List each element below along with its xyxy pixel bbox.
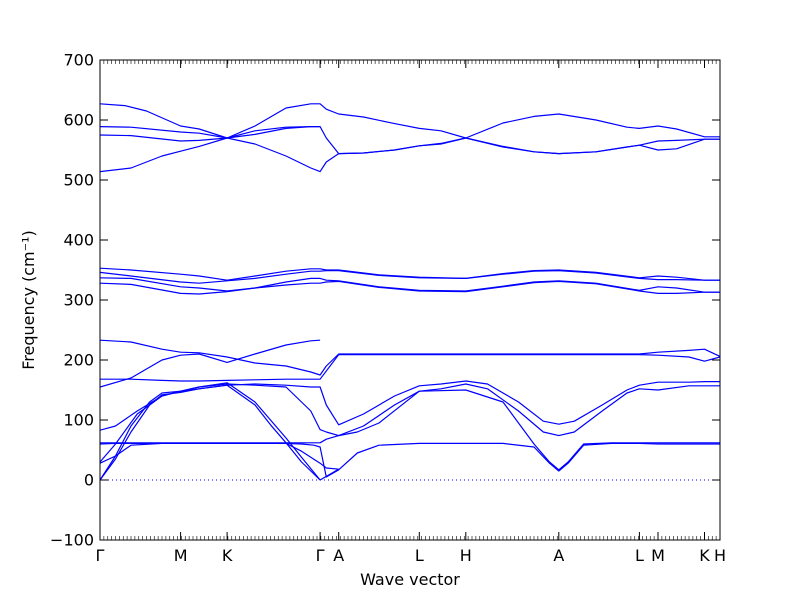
x-tick-label: M (174, 546, 188, 565)
plot-frame (99, 59, 721, 541)
y-axis-label: Frequency (cm⁻¹) (19, 230, 38, 369)
y-ticks: −100 0 100 200 300 400 500 600 700 (50, 51, 720, 550)
phonon-branch-16 (100, 389, 720, 471)
phonon-branch-8 (100, 280, 720, 295)
phonon-branch-19 (319, 468, 340, 481)
phonon-branch-1 (100, 103, 720, 139)
phonon-branch-9 (100, 339, 720, 376)
phonon-branch-10 (100, 339, 321, 388)
phonon-branch-6 (100, 270, 720, 284)
y-tick-label: 200 (63, 351, 94, 370)
x-tick-label: H (460, 546, 472, 565)
phonon-branch-13 (100, 383, 720, 463)
y-tick-label: −100 (50, 531, 94, 550)
x-tick-label: A (553, 546, 564, 565)
y-tick-label: 300 (63, 291, 94, 310)
phonon-branch-14 (100, 382, 321, 481)
x-tick-label: Γ (96, 546, 105, 565)
x-tick-label: L (635, 546, 644, 565)
y-tick-label: 400 (63, 231, 94, 250)
phonon-branch-17 (100, 442, 720, 478)
y-tick-label: 700 (63, 51, 94, 70)
y-tick-label: 600 (63, 111, 94, 130)
x-tick-label: K (222, 546, 233, 565)
y-tick-label: 0 (84, 471, 94, 490)
series-group (100, 103, 720, 481)
phonon-branch-18 (100, 442, 339, 470)
x-tick-label: K (699, 546, 710, 565)
x-tick-label: Γ (316, 546, 325, 565)
x-tick-label: M (651, 546, 665, 565)
y-tick-label: 500 (63, 171, 94, 190)
phonon-branch-11 (100, 354, 720, 382)
phonon-branch-4 (100, 126, 321, 173)
x-tick-label: L (415, 546, 424, 565)
x-tick-label: H (714, 546, 726, 565)
phonon-branch-3 (100, 134, 720, 173)
x-tick-label: A (333, 546, 344, 565)
phonon-branch-5 (100, 267, 720, 281)
x-axis-label: Wave vector (360, 570, 460, 589)
y-tick-label: 100 (63, 411, 94, 430)
phonon-branch-15 (100, 384, 321, 481)
